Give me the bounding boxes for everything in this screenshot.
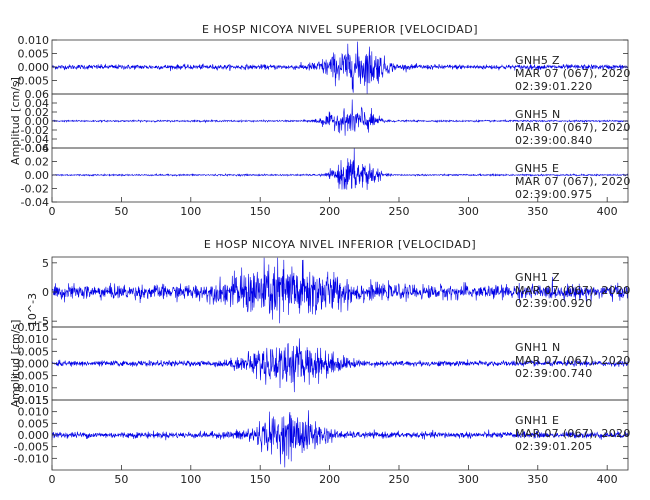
y-tick-label: 0.00: [25, 169, 50, 182]
y-tick-label: 0.06: [25, 88, 50, 101]
figure-2: E HOSP NICOYA NIVEL INFERIOR [VELOCIDAD]…: [9, 238, 631, 486]
x-tick-label: 0: [49, 205, 56, 218]
x-tick-label: 50: [114, 473, 128, 486]
x-tick-label: 50: [114, 205, 128, 218]
time-label: 02:39:00.920: [515, 297, 593, 310]
x-tick-label: 150: [250, 473, 271, 486]
y-axis-label: Amplitud [cm/s]: [9, 320, 22, 408]
y-tick-label: 0.010: [18, 333, 50, 346]
y-tick-label: -0.010: [14, 452, 49, 465]
y-multiplier-label: 10^-3: [26, 293, 39, 327]
x-tick-label: 350: [527, 205, 548, 218]
station-label: GNH5 Z: [515, 54, 560, 67]
y-tick-label: 0.005: [18, 417, 50, 430]
figure-title: E HOSP NICOYA NIVEL INFERIOR [VELOCIDAD]: [204, 238, 476, 251]
date-label: MAR 07 (067), 2020: [515, 354, 631, 367]
y-tick-label: 0: [42, 286, 49, 299]
x-tick-label: 400: [597, 205, 618, 218]
y-tick-label: 0.000: [18, 358, 50, 371]
trace-z: [51, 257, 629, 324]
y-tick-label: 0.010: [18, 406, 50, 419]
x-tick-label: 150: [250, 205, 271, 218]
y-tick-label: 0.04: [25, 97, 50, 110]
y-tick-label: -0.005: [14, 370, 49, 383]
trace-n: [51, 338, 629, 393]
x-tick-label: 0: [49, 473, 56, 486]
y-tick-label: -0.06: [21, 142, 49, 155]
y-tick-label: -5: [38, 315, 49, 328]
x-tick-label: 250: [388, 205, 409, 218]
date-label: MAR 07 (067), 2020: [515, 67, 631, 80]
x-tick-label: 350: [527, 473, 548, 486]
y-tick-label: -0.005: [14, 75, 49, 88]
y-tick-label: -0.04: [21, 133, 49, 146]
date-label: MAR 07 (067), 2020: [515, 121, 631, 134]
trace-e: [51, 148, 629, 190]
y-tick-label: 0.000: [18, 61, 50, 74]
y-tick-label: 0.010: [18, 34, 50, 47]
station-label: GNH1 E: [515, 414, 559, 427]
trace-z: [51, 41, 629, 94]
y-axis-label: Amplitud [cm/s]: [9, 77, 22, 165]
y-tick-label: 0.015: [18, 394, 50, 407]
x-tick-label: 400: [597, 473, 618, 486]
figure-1: E HOSP NICOYA NIVEL SUPERIOR [VELOCIDAD]…: [9, 23, 631, 218]
trace-n: [51, 99, 629, 136]
y-tick-label: 0.015: [18, 321, 50, 334]
date-label: MAR 07 (067), 2020: [515, 284, 631, 297]
y-tick-label: 0.005: [18, 48, 50, 61]
y-tick-label: 0.00: [25, 115, 50, 128]
station-label: GNH5 N: [515, 108, 561, 121]
y-tick-label: -0.04: [21, 196, 49, 209]
y-tick-label: -0.005: [14, 441, 49, 454]
x-tick-label: 300: [458, 473, 479, 486]
time-label: 02:39:01.205: [515, 440, 593, 453]
date-label: MAR 07 (067), 2020: [515, 427, 631, 440]
time-label: 02:39:00.840: [515, 134, 593, 147]
time-label: 02:39:00.740: [515, 367, 593, 380]
x-tick-label: 200: [319, 205, 340, 218]
x-tick-label: 100: [180, 205, 201, 218]
x-tick-label: 300: [458, 205, 479, 218]
station-label: GNH1 Z: [515, 271, 560, 284]
time-label: 02:39:00.975: [515, 188, 593, 201]
x-tick-label: 200: [319, 473, 340, 486]
figure-title: E HOSP NICOYA NIVEL SUPERIOR [VELOCIDAD]: [202, 23, 478, 36]
trace-e: [51, 410, 629, 468]
time-label: 02:39:01.220: [515, 80, 593, 93]
y-tick-label: 0.02: [25, 106, 50, 119]
y-tick-label: 5: [42, 257, 49, 270]
x-tick-label: 250: [388, 473, 409, 486]
date-label: MAR 07 (067), 2020: [515, 175, 631, 188]
y-tick-label: -0.010: [14, 382, 49, 395]
panel-n: 0.0150.0100.0050.000-0.005-0.010-0.015GN…: [14, 321, 631, 407]
y-tick-label: 0.000: [18, 429, 50, 442]
station-label: GNH1 N: [515, 341, 561, 354]
y-tick-label: -0.015: [14, 394, 49, 407]
y-tick-label: 0.005: [18, 345, 50, 358]
y-tick-label: -0.02: [21, 183, 49, 196]
x-tick-label: 100: [180, 473, 201, 486]
y-tick-label: 0.02: [25, 156, 50, 169]
y-tick-label: -0.02: [21, 124, 49, 137]
y-tick-label: 0.04: [25, 142, 50, 155]
station-label: GNH5 E: [515, 162, 559, 175]
